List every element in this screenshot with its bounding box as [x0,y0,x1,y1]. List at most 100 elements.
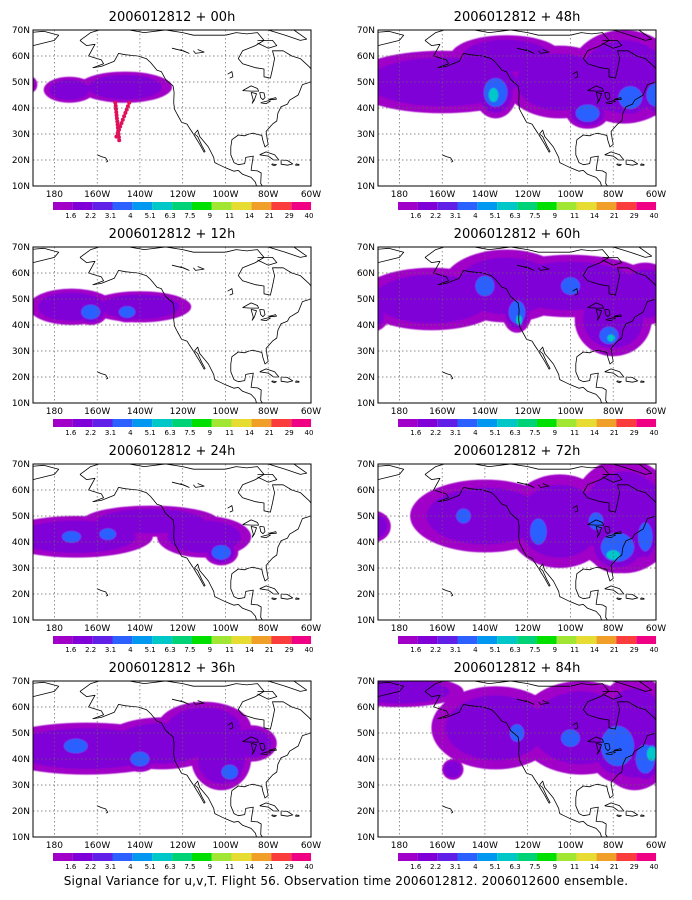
coastlines [378,30,656,186]
variance-field [33,288,192,325]
colorbar-swatch [437,419,458,427]
lon-tick-label: 60W [646,407,666,417]
drop-point [120,117,125,122]
lat-tick-label: 20N [357,807,375,817]
coastline [193,266,205,271]
colorbar-swatch [231,853,252,861]
colorbar-label: 11 [570,863,579,871]
drop-point [114,134,119,139]
lon-tick-label: 160W [84,624,110,634]
coastline [193,700,205,705]
colorbar-swatch [636,853,657,861]
lat-tick-label: 20N [357,156,375,166]
coastline [79,681,311,837]
lon-tick-label: 100W [557,407,583,417]
colorbar-swatch [398,636,418,644]
lon-tick-label: 160W [84,407,110,417]
lat-tick-label: 20N [12,807,30,817]
colorbar-swatch [616,853,637,861]
panel-title: 2006012812 + 72h [454,444,581,459]
coastline [79,30,311,186]
variance-contour [488,88,499,102]
lon-tick-label: 100W [557,841,583,851]
flight-track [113,100,132,143]
lat-tick-label: 30N [12,130,30,140]
colorbar: 1.6 2.2 3.1 4 5.1 6.3 7.5 9 11 14 21 29 40 [53,419,313,437]
lon-tick-label: 140W [472,624,498,634]
colorbar-label: 6.3 [510,429,521,437]
coastline [97,154,109,163]
coastline [604,526,611,535]
panel-title: 2006012812 + 36h [109,661,236,676]
colorbar-label: 1.6 [65,863,77,871]
colorbar-swatch [457,636,478,644]
map-panel: 2006012812 + 72h 70N 60N 50N 40N 30N 20N 10N 180… [357,444,666,654]
lat-tick-label: 70N [12,677,30,687]
coastline [424,30,656,186]
coastline [613,531,622,535]
coastline [271,380,277,384]
coastline [171,698,190,705]
coastline [97,805,109,814]
map-frame [32,680,312,838]
lat-tick-label: 20N [357,590,375,600]
coastline [227,288,234,296]
drop-point [114,116,119,121]
lat-tick-label: 20N [357,373,375,383]
coastline [605,317,616,322]
colorbar-label: 14 [590,429,599,437]
coastline [605,100,616,104]
colorbar-swatch [112,419,133,427]
coastline [97,588,109,597]
colorbar-swatch [152,202,173,210]
colorbar-label: 7.5 [184,646,195,654]
coastline [280,593,294,600]
coastline [538,266,550,271]
colorbar-swatch [536,636,557,644]
coastline [268,97,277,101]
colorbar-label: 2.2 [430,646,441,654]
map-panel: 2006012812 + 24h 70N 60N 50N 40N 30N 20N 10N 180… [12,444,321,654]
lat-tick-label: 60N [357,52,375,62]
colorbar-swatch [92,853,113,861]
coastline [424,40,603,186]
colorbar-swatch [576,853,597,861]
colorbar-label: 9 [553,212,557,220]
coastline [271,814,277,818]
lon-tick-label: 180 [46,190,63,200]
colorbar-label: 11 [570,429,579,437]
variance-field [378,464,656,574]
map-panel: 2006012812 + 48h 70N 60N 50N 40N 30N 20N 10N 180… [357,10,666,220]
lat-tick-label: 50N [357,295,375,305]
lon-tick-label: 100W [212,624,238,634]
drop-point [117,127,121,132]
coastline [79,247,311,403]
variance-contour [607,334,615,342]
lat-tick-label: 60N [357,269,375,279]
colorbar-swatch [497,853,518,861]
coastline [587,85,604,92]
colorbar-swatch [172,202,192,210]
colorbar-label: 11 [225,212,234,220]
colorbar-label: 21 [265,212,274,220]
colorbar-label: 14 [590,863,599,871]
panel-title: 2006012812 + 48h [454,10,581,25]
lat-tick-label: 70N [357,677,375,687]
coastline [260,317,271,322]
coastline [538,30,565,31]
lat-tick-label: 70N [12,26,30,36]
coastline [604,92,611,101]
lon-tick-label: 120W [170,841,196,851]
coastline [442,371,454,380]
coastline [572,505,579,513]
panel-title: 2006012812 + 00h [109,10,236,25]
variance-contour [589,512,604,530]
coastline [442,805,454,814]
lat-tick-label: 30N [357,347,375,357]
coastline [280,810,294,817]
coastline [587,736,604,743]
lat-tick-label: 10N [357,182,375,192]
lon-tick-label: 140W [127,407,153,417]
colorbar-label: 11 [570,646,579,654]
coastline [295,163,300,166]
